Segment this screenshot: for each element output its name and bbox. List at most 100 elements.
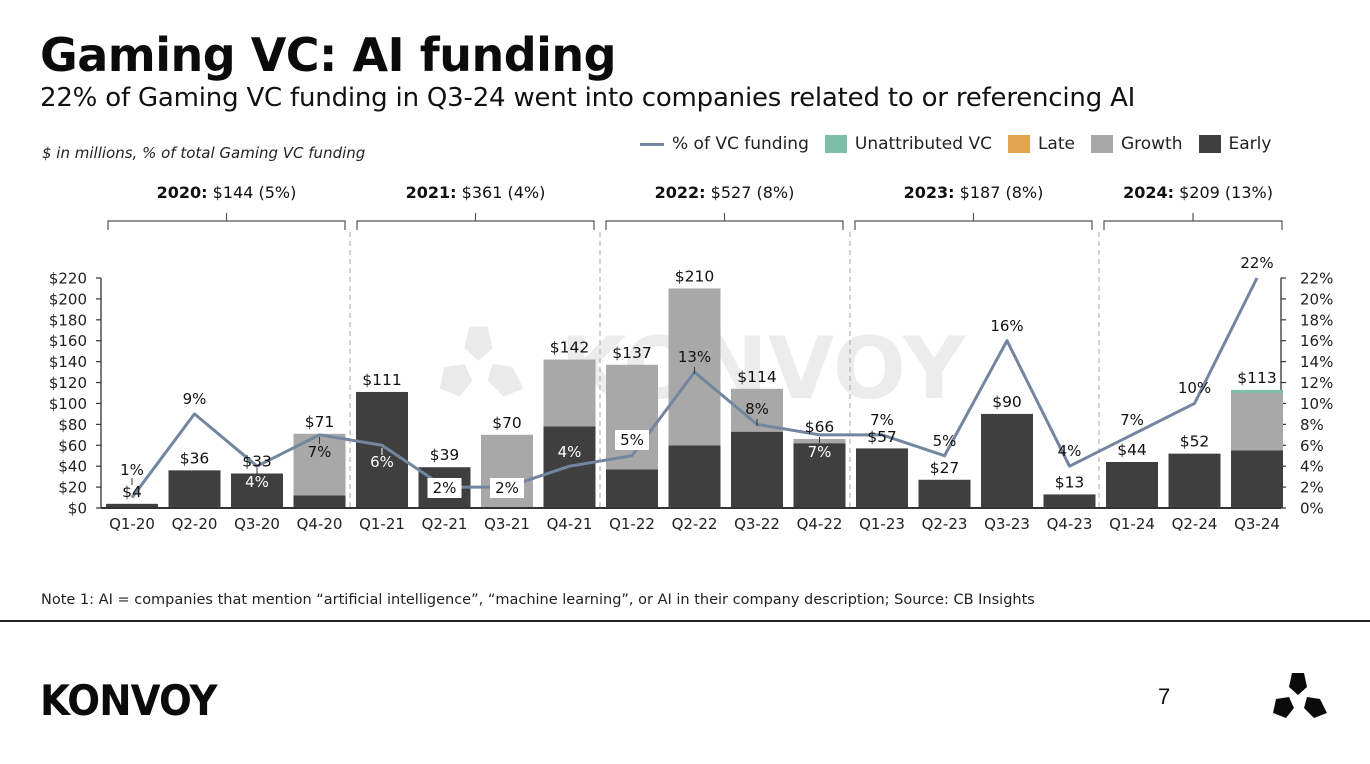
legend-label: Late [1037,134,1075,154]
total-label: $39 [430,446,460,464]
year-bracket [854,213,1093,230]
total-label: $114 [737,368,776,386]
page-title: Gaming VC: AI funding [40,28,617,82]
legend-label: % of VC funding [672,134,809,154]
pct-label: 22% [1240,254,1273,272]
total-label: $36 [180,449,210,467]
total-label: $13 [1055,473,1085,491]
year-summary-label: 2021: $361 (4%) [406,183,546,202]
x-tick-label: Q3-21 [484,515,530,533]
bar-segment-early [1106,462,1158,508]
pct-label: 2% [433,479,457,497]
pct-label: 5% [620,431,644,449]
konvoy-logo: KONVOY [40,676,217,725]
x-tick-label: Q3-23 [984,515,1030,533]
pct-label: 4% [1058,442,1082,460]
bar-Q1-20 [106,503,158,508]
bar-segment-early [668,445,721,508]
total-label: $111 [362,371,401,389]
bar-Q3-23 [981,413,1033,508]
bar-segment-early [606,469,658,508]
bar-Q2-22 [668,288,721,508]
konvoy-mark-icon [1273,673,1327,718]
legend-item: % of VC funding [640,134,809,154]
total-label: $44 [1117,441,1147,459]
year-bracket [356,213,595,230]
footer-divider [0,620,1370,622]
year-group-brackets: 2020: $144 (5%) 2021: $361 (4%) 2022: $527… [107,183,1283,230]
x-tick-label: Q1-20 [109,515,155,533]
total-label: $33 [242,453,272,471]
y-right-tick-label: 10% [1300,395,1333,413]
total-label: $142 [550,339,589,357]
y-right-tick-label: 14% [1300,353,1333,371]
pct-label: 7% [870,411,894,429]
y-tick-label: $180 [49,311,87,329]
legend-label: Unattributed VC [854,134,992,154]
pct-label: 16% [990,317,1023,335]
total-label: $113 [1237,369,1276,387]
x-tick-label: Q3-24 [1234,515,1280,533]
total-label: $210 [675,267,714,285]
y-axis-left: $0 $20 $40 $60 $80 $100 $120 $140 $160 $180 $200 $2… [49,270,102,518]
total-label: $66 [805,418,835,436]
y-tick-label: $220 [49,270,87,288]
bar-segment-early [731,431,783,508]
bar-segment-growth [1231,393,1283,451]
page-subtitle: 22% of Gaming VC funding in Q3-24 went i… [40,83,1136,113]
total-label: $90 [992,393,1022,411]
x-tick-label: Q1-22 [609,515,655,533]
y-tick-label: $40 [58,458,87,476]
y-axis-right: 0% 2% 4% 6% 8% 10% 12% 14% 16% 18% 20% 22% [1280,270,1333,518]
legend-label: Growth [1120,134,1183,154]
bar-Q2-20 [168,470,221,508]
bar-Q1-24 [1106,462,1158,508]
y-tick-label: $200 [49,290,87,308]
legend-item: Early [1198,134,1271,154]
units-caption: $ in millions, % of total Gaming VC fund… [42,144,366,162]
x-tick-label: Q4-21 [547,515,593,533]
bar-Q3-20 [231,473,283,508]
bar-segment-early [168,470,221,508]
page-number: 7 [1158,684,1171,709]
bar-segment-growth [606,364,658,470]
legend-item: Unattributed VC [824,134,992,154]
bar-segment-growth [668,288,721,446]
y-right-tick-label: 22% [1300,270,1333,288]
x-tick-label: Q2-21 [422,515,468,533]
bar-segment-early [231,473,283,508]
bar-segment-early [1231,450,1283,508]
total-label: $4 [122,483,142,501]
legend-line-icon [640,142,664,146]
bar-Q3-24 [1231,389,1283,508]
total-label: $71 [305,413,335,431]
bar-Q4-21 [543,359,596,508]
legend-item: Growth [1090,134,1183,154]
pct-label: 8% [745,400,769,418]
y-tick-label: $0 [68,500,87,518]
y-right-tick-label: 20% [1300,290,1333,308]
bar-segment-early [293,495,346,508]
legend-swatch-icon [824,135,847,153]
year-summary-label: 2023: $187 (8%) [904,183,1044,202]
total-label: $70 [492,414,522,432]
x-tick-label: Q1-24 [1109,515,1155,533]
y-right-tick-label: 4% [1300,458,1324,476]
pct-label: 1% [120,461,144,479]
pct-label: 7% [808,443,832,461]
pct-label-box [427,478,462,498]
x-tick-label: Q3-20 [234,515,280,533]
watermark-mark-icon [439,326,524,397]
bar-segment-early [1168,453,1221,508]
bar-series [106,288,1283,508]
y-tick-label: $80 [58,416,87,434]
year-summary-label: 2022: $527 (8%) [655,183,795,202]
y-right-tick-label: 16% [1300,332,1333,350]
y-tick-label: $120 [49,374,87,392]
y-right-tick-label: 8% [1300,416,1324,434]
bar-Q4-23 [1043,494,1096,508]
pct-label: 5% [933,432,957,450]
year-bracket [107,213,346,230]
legend-item: Late [1007,134,1075,154]
bar-segment-early [981,413,1033,508]
